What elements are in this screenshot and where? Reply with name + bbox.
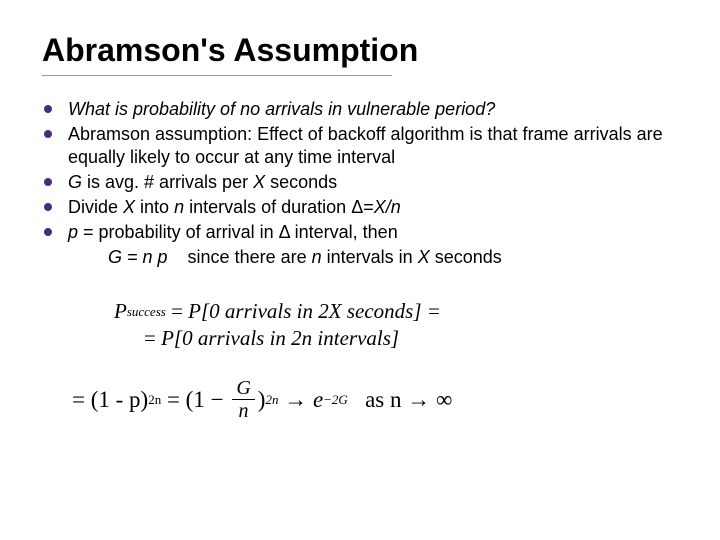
eq1-l2-rhs: P[0 arrivals in 2n intervals] [161,328,399,349]
bullet-4-delta: Δ= [351,197,374,217]
eq1-line1: Psuccess = P[0 arrivals in 2X seconds] = [114,301,678,322]
bullet-5-continuation: G = n p since there are n intervals in X… [42,246,678,269]
eq2-as: as n → ∞ [348,387,453,413]
bullet-3-g: G [68,172,82,192]
eq2-arrow: → [278,387,313,413]
bullet-4: Divide X into n intervals of duration Δ=… [34,196,678,219]
eq1-rhs: P[0 arrivals in 2X seconds] = [188,301,441,322]
bullet-4-xn: X/n [374,197,401,217]
bullet-5-mid1: = probability of arrival in [78,222,279,242]
eq2-lhs: = (1 - p) [72,387,148,413]
b5l2-pre: G = n p [108,247,168,267]
b5l2-n: n [312,247,322,267]
bullet-4-n: n [174,197,184,217]
bullet-5-p: p [68,222,78,242]
b5l2-x: X [418,247,430,267]
bullet-4-mid2: intervals of duration [184,197,351,217]
bullet-4-pre: Divide [68,197,123,217]
b5l2-mid2: intervals in [322,247,418,267]
eq2-frac-den: n [235,400,253,422]
b5l2-mid: since there are [168,247,312,267]
eq2-frac: Gn [232,377,254,422]
bullet-list: What is probability of no arrivals in vu… [34,98,678,244]
eq2-mid2: ) [258,387,266,413]
eq2-e: e [313,387,323,413]
bullet-3: G is avg. # arrivals per X seconds [34,171,678,194]
bullet-5-delta: Δ [279,222,290,242]
bullet-4-mid1: into [135,197,174,217]
bullet-5: p = probability of arrival in Δ interval… [34,221,678,244]
equation-block-2: = (1 - p)2n = (1 − Gn)2n → e−2G as n → ∞ [42,377,678,422]
eq2-frac-num: G [232,377,254,400]
eq1-sub: success [127,305,166,318]
eq1-line2: = P[0 arrivals in 2n intervals] [144,328,678,349]
eq1-P: P [114,301,127,322]
eq1-eq: = [166,301,188,322]
eq2-exp3: −2G [323,392,348,408]
bullet-3-x: X [253,172,265,192]
eq2-exp1: 2n [148,392,161,408]
equation-block-1: Psuccess = P[0 arrivals in 2X seconds] =… [42,301,678,349]
slide-title: Abramson's Assumption [42,32,392,76]
bullet-3-post: seconds [265,172,337,192]
bullet-3-mid: is avg. # arrivals per [82,172,253,192]
bullet-5-post: interval, then [290,222,398,242]
bullet-4-x: X [123,197,135,217]
b5l2-post: seconds [430,247,502,267]
eq2-exp2: 2n [265,392,278,408]
bullet-1: What is probability of no arrivals in vu… [34,98,678,121]
eq1-l2-eq: = [144,328,161,349]
eq2-mid1: = (1 − [161,387,229,413]
bullet-2: Abramson assumption: Effect of backoff a… [34,123,678,169]
bullet-1-text: What is probability of no arrivals in vu… [68,99,495,119]
bullet-2-text: Abramson assumption: Effect of backoff a… [68,124,663,167]
